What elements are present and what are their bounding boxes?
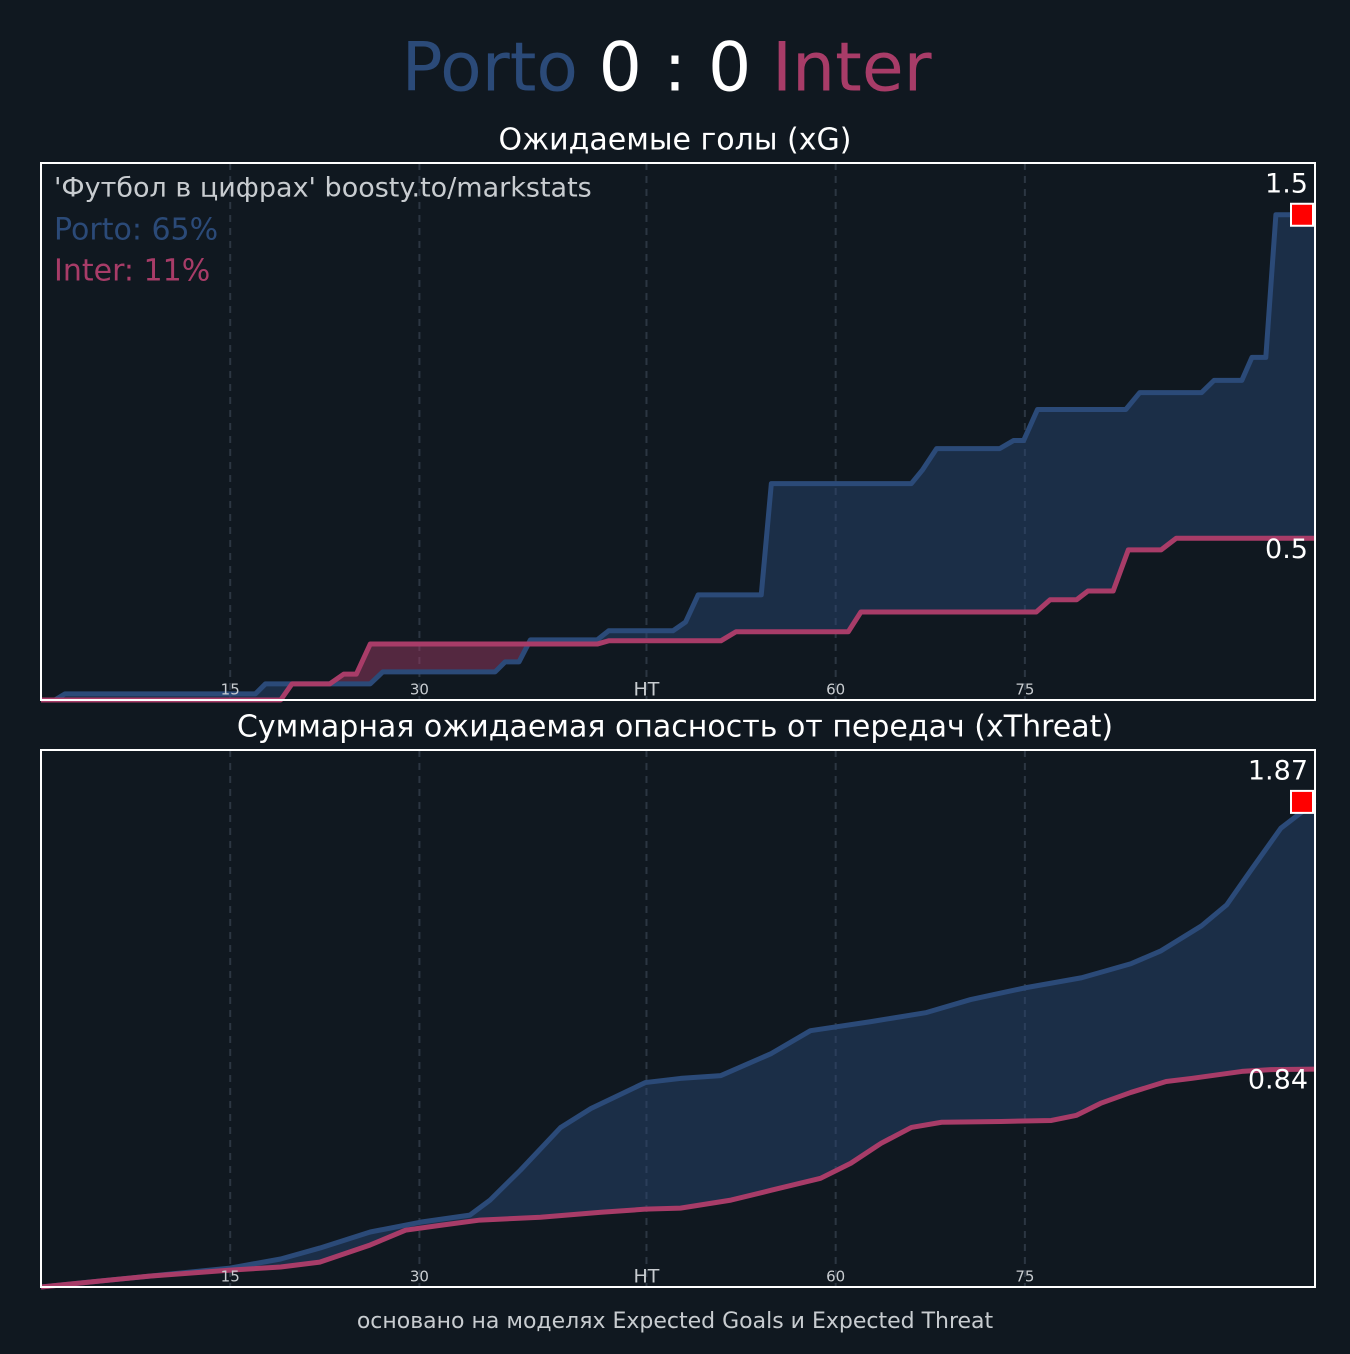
end-marker xyxy=(1290,789,1314,814)
end-value-label: 1.87 xyxy=(1248,755,1308,786)
x-tick-label: 15 xyxy=(221,681,240,699)
end-value-label: 0.84 xyxy=(1248,1065,1308,1096)
win-probability: Porto: 65% xyxy=(54,213,218,248)
x-tick-label: HT xyxy=(634,679,660,701)
panel-title: Ожидаемые голы (xG) xyxy=(499,123,852,158)
away-team: Inter xyxy=(772,29,932,108)
x-tick-label: 60 xyxy=(826,1268,845,1286)
x-tick-label: 75 xyxy=(1015,681,1034,699)
plot-frame xyxy=(40,162,1316,701)
plot-frame xyxy=(40,749,1316,1288)
series-line xyxy=(40,1066,1316,1290)
x-tick-label: 75 xyxy=(1015,1268,1034,1286)
x-tick-label: 30 xyxy=(410,681,429,699)
x-tick-label: 30 xyxy=(410,1268,429,1286)
fill-between xyxy=(41,214,1315,700)
end-marker xyxy=(1290,202,1314,227)
x-tick-label: 60 xyxy=(826,681,845,699)
end-value-label: 1.5 xyxy=(1265,168,1308,199)
watermark: 'Футбол в цифрах' boosty.to/markstats xyxy=(54,173,592,204)
home-team: Porto xyxy=(402,29,578,108)
end-value-label: 0.5 xyxy=(1265,534,1308,565)
score: 0 : 0 xyxy=(599,29,752,108)
panel-title: Суммарная ожидаемая опасность от передач… xyxy=(237,710,1113,745)
x-tick-label: 15 xyxy=(221,1268,240,1286)
series-line xyxy=(41,212,1315,703)
win-probability: Inter: 11% xyxy=(54,254,210,289)
x-tick-label: HT xyxy=(634,1266,660,1288)
footer-note: основано на моделях Expected Goals и Exp… xyxy=(357,1309,994,1334)
series-line xyxy=(41,535,1315,703)
series-line xyxy=(40,799,1317,1290)
